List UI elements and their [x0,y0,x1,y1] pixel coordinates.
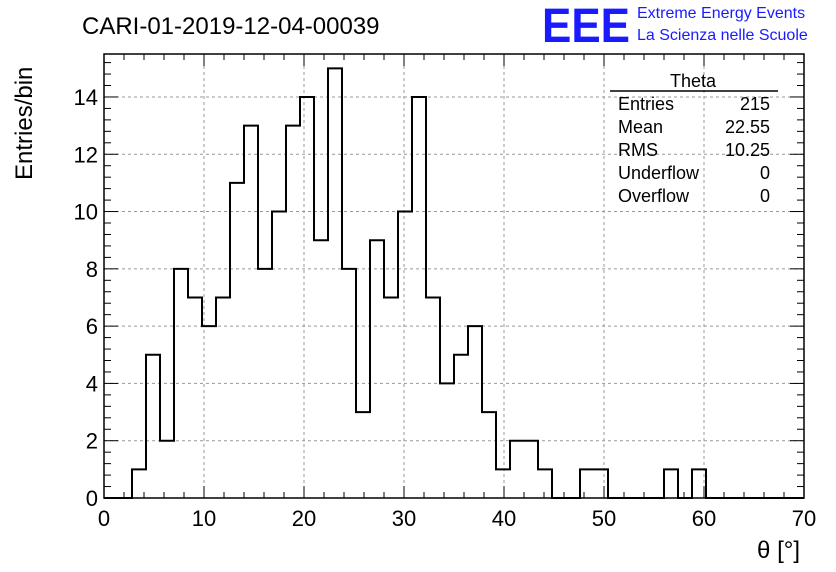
y-tick-label: 2 [86,429,98,454]
x-axis-title: θ [°] [757,537,800,564]
stats-label: Entries [618,94,674,114]
y-tick-label: 8 [86,257,98,282]
grid-lines [104,54,804,498]
stats-label: Mean [618,117,663,137]
x-tick-label: 30 [392,506,416,531]
y-tick-label: 10 [74,200,98,225]
stats-value: 10.25 [725,140,770,160]
y-tick-label: 0 [86,486,98,511]
stats-value: 22.55 [725,117,770,137]
stats-box: Theta Entries 215 Mean 22.55 RMS 10.25 Underfl… [610,71,778,206]
x-tick-label: 70 [792,506,816,531]
histogram-outline [104,67,804,499]
x-tick-label: 50 [592,506,616,531]
x-tick-label: 40 [492,506,516,531]
x-tick-label: 20 [292,506,316,531]
stats-rows: Entries 215 Mean 22.55 RMS 10.25 Underflow 0 Ove… [618,94,770,206]
stats-value: 0 [760,163,770,183]
chart-title: CARI-01-2019-12-04-00039 [82,13,380,40]
y-tick-label: 12 [74,142,98,167]
axis-ticks [103,54,805,499]
x-tick-label: 10 [192,506,216,531]
stats-label: RMS [618,140,658,160]
logo-line-2: La Scienza nelle Scuole [637,27,808,44]
eee-logo-mark: EEE [542,0,630,53]
stats-label: Overflow [618,186,690,206]
y-tick-label: 4 [86,371,98,396]
logo-line-1: Extreme Energy Events [637,5,805,22]
x-tick-label: 0 [98,506,110,531]
y-tick-label: 6 [86,314,98,339]
stats-value: 215 [740,94,770,114]
y-tick-label: 14 [74,85,98,110]
tick-labels: 0 10 20 30 40 50 60 70 0 2 4 6 8 10 12 14 [74,85,817,531]
y-axis-title: Entries/bin [11,67,38,180]
stats-title: Theta [670,71,717,91]
eee-logo: EEE Extreme Energy Events La Scienza nel… [542,0,808,53]
stats-value: 0 [760,186,770,206]
stats-label: Underflow [618,163,700,183]
x-tick-label: 60 [692,506,716,531]
plot-frame [103,53,805,499]
